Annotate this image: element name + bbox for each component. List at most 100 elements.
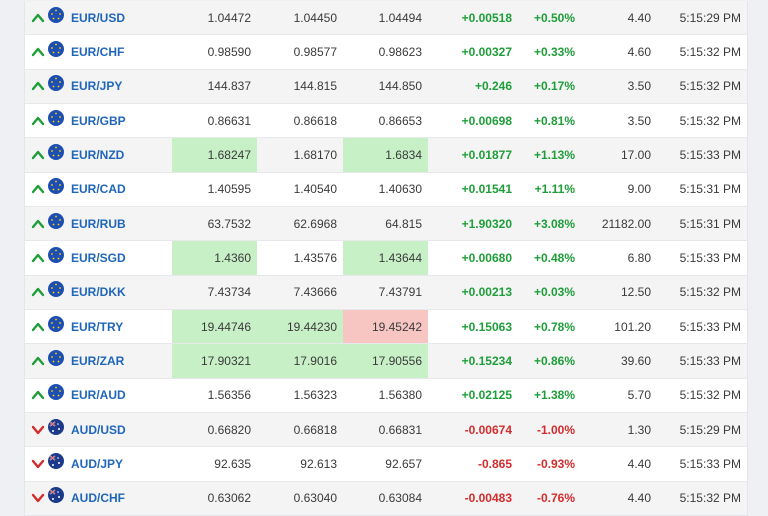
pair-symbol-link[interactable]: EUR/CAD [71, 182, 126, 197]
table-row[interactable]: EUR/RUB 63.7532 62.6968 64.815 +1.90320 +3.08… [25, 207, 747, 242]
change-cell: +0.00327 [461, 45, 512, 60]
table-row[interactable]: EUR/NZD 1.68247 1.68170 1.6834 +0.01877 +1.13… [25, 138, 747, 173]
ask-cell: 7.43666 [293, 285, 337, 300]
pair-cell: EUR/AUD [25, 379, 172, 412]
time-cell: 5:15:33 PM [679, 354, 741, 369]
volume-cell: 3.50 [627, 113, 651, 128]
pair-symbol-link[interactable]: EUR/TRY [71, 319, 124, 334]
pair-symbol-link[interactable]: EUR/DKK [71, 285, 126, 300]
change-percent-cell: +1.11% [534, 182, 575, 197]
pair-symbol-link[interactable]: EUR/RUB [71, 216, 126, 231]
bid-cell: 144.837 [207, 79, 251, 94]
pair-symbol-link[interactable]: AUD/CHF [71, 491, 125, 506]
bid-cell: 1.40595 [207, 182, 251, 197]
change-percent-cell: +1.38% [533, 388, 575, 403]
pair-cell: EUR/USD [25, 1, 172, 34]
pair-cell: EUR/CAD [25, 173, 172, 206]
volume-cell: 9.00 [627, 182, 651, 197]
pair-cell: EUR/TRY [25, 310, 172, 343]
volume-cell: 3.50 [627, 79, 651, 94]
pair-cell: EUR/GBP [25, 104, 172, 137]
change-cell: +0.246 [474, 79, 512, 94]
table-row[interactable]: AUD/JPY 92.635 92.613 92.657 -0.865 -0.93% 4.4… [25, 447, 747, 482]
change-cell: +0.01541 [461, 182, 512, 197]
time-cell: 5:15:33 PM [679, 148, 741, 163]
table-row[interactable]: AUD/USD 0.66820 0.66818 0.66831 -0.00674 -1.0… [25, 413, 747, 448]
last-cell: 0.63084 [378, 491, 422, 506]
table-row[interactable]: EUR/TRY 19.44746 19.44230 19.45242 +0.15063 +… [25, 310, 747, 345]
volume-cell: 21182.00 [601, 216, 651, 231]
currency-flag-icon [47, 383, 65, 401]
pair-symbol-link[interactable]: EUR/SGD [71, 251, 126, 266]
currency-flag-icon [47, 418, 65, 436]
change-percent-cell: +0.33% [533, 45, 575, 60]
currency-flag-icon [47, 349, 65, 367]
currency-flag-icon [47, 40, 65, 58]
change-cell: +0.00698 [461, 113, 512, 128]
pair-symbol-link[interactable]: EUR/CHF [71, 45, 125, 60]
pair-symbol-link[interactable]: EUR/USD [71, 10, 126, 25]
time-cell: 5:15:31 PM [679, 216, 741, 231]
last-cell: 0.86653 [378, 113, 422, 128]
pair-cell: AUD/CHF [25, 482, 172, 515]
currency-flag-icon [47, 280, 65, 298]
change-percent-cell: +0.48% [533, 251, 575, 266]
table-row[interactable]: EUR/CHF 0.98590 0.98577 0.98623 +0.00327 +0.3… [25, 35, 747, 70]
table-row[interactable]: EUR/SGD 1.4360 1.43576 1.43644 +0.00680 +0.48… [25, 241, 747, 276]
table-row[interactable]: EUR/AUD 1.56356 1.56323 1.56380 +0.02125 +1.3… [25, 378, 747, 414]
time-cell: 5:15:29 PM [679, 10, 741, 25]
last-cell: 19.45242 [343, 310, 428, 344]
change-percent-cell: +0.03% [533, 285, 575, 300]
time-cell: 5:15:33 PM [679, 251, 741, 266]
change-percent-cell: +0.81% [533, 113, 575, 128]
table-row[interactable]: AUD/CHF 0.63062 0.63040 0.63084 -0.00483 -0.7… [25, 481, 747, 516]
pair-symbol-link[interactable]: AUD/USD [71, 422, 126, 437]
ask-cell: 92.613 [300, 457, 337, 472]
change-percent-cell: -0.76% [536, 491, 575, 506]
change-cell: +0.15063 [461, 319, 512, 334]
table-row[interactable]: EUR/DKK 7.43734 7.43666 7.43791 +0.00213 +0.0… [25, 275, 747, 311]
arrow-down-icon [31, 423, 45, 437]
table-row[interactable]: EUR/ZAR 17.90321 17.9016 17.90556 +0.15234 +0… [25, 344, 747, 379]
table-row[interactable]: EUR/GBP 0.86631 0.86618 0.86653 +0.00698 +0.8… [25, 104, 747, 139]
bid-cell: 1.4360 [172, 241, 257, 275]
table-row[interactable]: EUR/JPY 144.837 144.815 144.850 +0.246 +0.17%… [25, 69, 747, 105]
currency-flag-icon [47, 452, 65, 470]
arrow-down-icon [31, 491, 45, 505]
pair-symbol-link[interactable]: EUR/JPY [71, 79, 123, 94]
table-row[interactable]: EUR/USD 1.04472 1.04450 1.04494 +0.00518 +0.5… [25, 1, 747, 36]
ask-cell: 19.44230 [257, 310, 343, 344]
currency-flag-icon [47, 109, 65, 127]
pair-cell: EUR/JPY [25, 70, 172, 103]
pair-cell: EUR/CHF [25, 35, 172, 68]
change-cell: +0.00518 [461, 10, 512, 25]
currency-flag-icon [47, 212, 65, 230]
pair-symbol-link[interactable]: EUR/GBP [71, 113, 126, 128]
time-cell: 5:15:32 PM [679, 285, 741, 300]
bid-cell: 0.98590 [207, 45, 251, 60]
last-cell: 92.657 [385, 457, 422, 472]
pair-cell: EUR/DKK [25, 276, 172, 309]
currency-flag-icon [47, 177, 65, 195]
pair-cell: EUR/ZAR [25, 344, 172, 377]
ask-cell: 1.43576 [293, 251, 337, 266]
last-cell: 0.98623 [378, 45, 422, 60]
change-cell: +0.02125 [461, 388, 512, 403]
pair-symbol-link[interactable]: EUR/NZD [71, 148, 125, 163]
ask-cell: 0.86618 [293, 113, 337, 128]
pair-symbol-link[interactable]: EUR/AUD [71, 388, 126, 403]
table-row[interactable]: EUR/CAD 1.40595 1.40540 1.40630 +0.01541 +1.1… [25, 172, 747, 208]
change-cell: -0.00674 [464, 422, 512, 437]
time-cell: 5:15:33 PM [679, 319, 741, 334]
currency-rows: EUR/USD 1.04472 1.04450 1.04494 +0.00518 +0.5… [25, 1, 747, 516]
arrow-up-icon [31, 217, 45, 231]
bid-cell: 63.7532 [207, 216, 251, 231]
last-cell: 1.04494 [378, 10, 422, 25]
volume-cell: 6.80 [627, 251, 651, 266]
currency-flag-icon [47, 486, 65, 504]
ask-cell: 17.9016 [257, 344, 343, 378]
ask-cell: 1.68170 [293, 148, 337, 163]
pair-symbol-link[interactable]: AUD/JPY [71, 457, 124, 472]
arrow-down-icon [31, 457, 45, 471]
pair-symbol-link[interactable]: EUR/ZAR [71, 354, 125, 369]
